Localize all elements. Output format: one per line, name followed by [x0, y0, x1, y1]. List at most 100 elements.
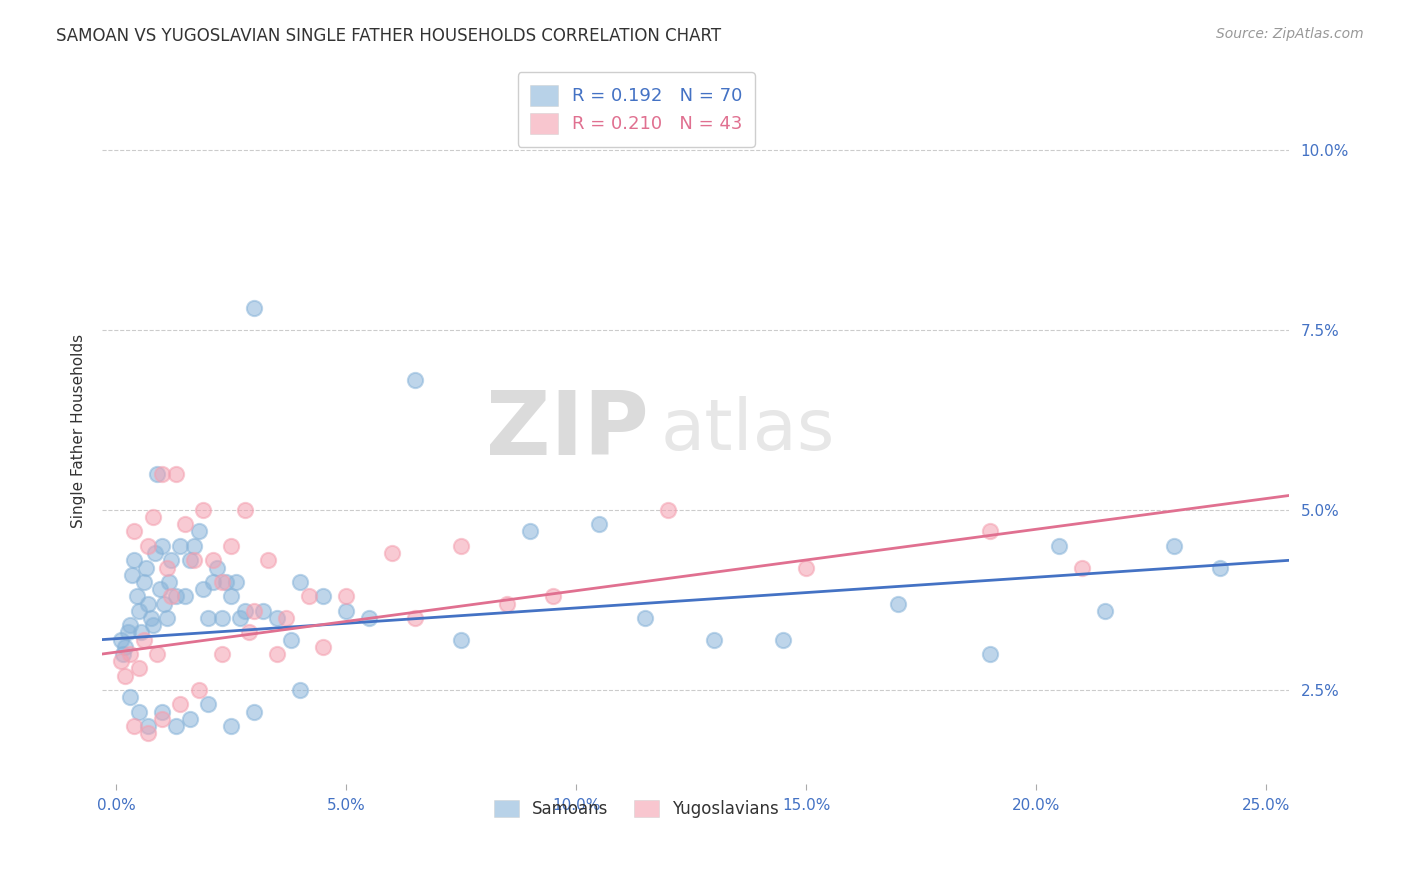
Point: [128, 705, 150, 719]
Point: [187, 524, 209, 539]
Point: [150, 705, 173, 719]
Point: [165, 719, 187, 733]
Point: [136, 539, 159, 553]
Point: [657, 503, 679, 517]
Point: [136, 719, 159, 733]
Point: [157, 574, 180, 589]
Point: [1209, 560, 1232, 574]
Text: atlas: atlas: [661, 396, 835, 465]
Point: [111, 647, 134, 661]
Point: [160, 590, 183, 604]
Point: [146, 467, 169, 481]
Legend: Samoans, Yugoslavians: Samoans, Yugoslavians: [488, 793, 786, 825]
Point: [193, 503, 215, 517]
Point: [541, 590, 564, 604]
Point: [128, 661, 150, 675]
Point: [211, 647, 233, 661]
Y-axis label: Single Father Households: Single Father Households: [72, 334, 86, 528]
Point: [1047, 539, 1070, 553]
Point: [1071, 560, 1094, 574]
Point: [150, 467, 173, 481]
Text: ZIP: ZIP: [485, 387, 648, 474]
Point: [266, 647, 288, 661]
Point: [179, 712, 201, 726]
Point: [146, 647, 169, 661]
Point: [887, 597, 910, 611]
Point: [117, 625, 139, 640]
Point: [149, 582, 172, 596]
Point: [197, 611, 219, 625]
Point: [114, 668, 136, 682]
Point: [131, 625, 153, 640]
Point: [298, 590, 321, 604]
Point: [979, 647, 1001, 661]
Point: [128, 604, 150, 618]
Point: [1094, 604, 1116, 618]
Point: [233, 503, 256, 517]
Point: [238, 625, 260, 640]
Point: [335, 590, 357, 604]
Point: [280, 632, 302, 647]
Point: [634, 611, 657, 625]
Point: [211, 574, 233, 589]
Point: [404, 373, 426, 387]
Point: [215, 574, 238, 589]
Point: [193, 582, 215, 596]
Point: [252, 604, 274, 618]
Point: [288, 683, 311, 698]
Point: [121, 567, 143, 582]
Point: [124, 553, 146, 567]
Point: [174, 517, 197, 532]
Point: [359, 611, 381, 625]
Point: [136, 726, 159, 740]
Point: [132, 632, 155, 647]
Point: [1163, 539, 1185, 553]
Point: [229, 611, 252, 625]
Point: [118, 690, 141, 705]
Point: [150, 539, 173, 553]
Point: [118, 618, 141, 632]
Point: [139, 611, 162, 625]
Point: [156, 611, 179, 625]
Point: [143, 546, 166, 560]
Point: [219, 719, 242, 733]
Point: [233, 604, 256, 618]
Point: [165, 467, 187, 481]
Point: [219, 590, 242, 604]
Point: [174, 590, 197, 604]
Point: [312, 640, 335, 654]
Point: [187, 683, 209, 698]
Point: [381, 546, 404, 560]
Point: [160, 553, 183, 567]
Point: [225, 574, 247, 589]
Point: [496, 597, 519, 611]
Point: [135, 560, 157, 574]
Point: [450, 632, 472, 647]
Point: [124, 524, 146, 539]
Point: [257, 553, 280, 567]
Point: [156, 560, 179, 574]
Point: [114, 640, 136, 654]
Point: [118, 647, 141, 661]
Point: [207, 560, 229, 574]
Point: [136, 597, 159, 611]
Point: [150, 712, 173, 726]
Point: [772, 632, 794, 647]
Point: [335, 604, 357, 618]
Point: [450, 539, 472, 553]
Point: [142, 510, 165, 524]
Point: [588, 517, 610, 532]
Point: [243, 301, 266, 315]
Point: [124, 719, 146, 733]
Point: [276, 611, 298, 625]
Point: [979, 524, 1001, 539]
Point: [201, 574, 224, 589]
Point: [169, 698, 191, 712]
Point: [201, 553, 224, 567]
Point: [165, 590, 187, 604]
Point: [266, 611, 288, 625]
Point: [110, 632, 132, 647]
Point: [153, 597, 176, 611]
Point: [519, 524, 541, 539]
Point: [211, 611, 233, 625]
